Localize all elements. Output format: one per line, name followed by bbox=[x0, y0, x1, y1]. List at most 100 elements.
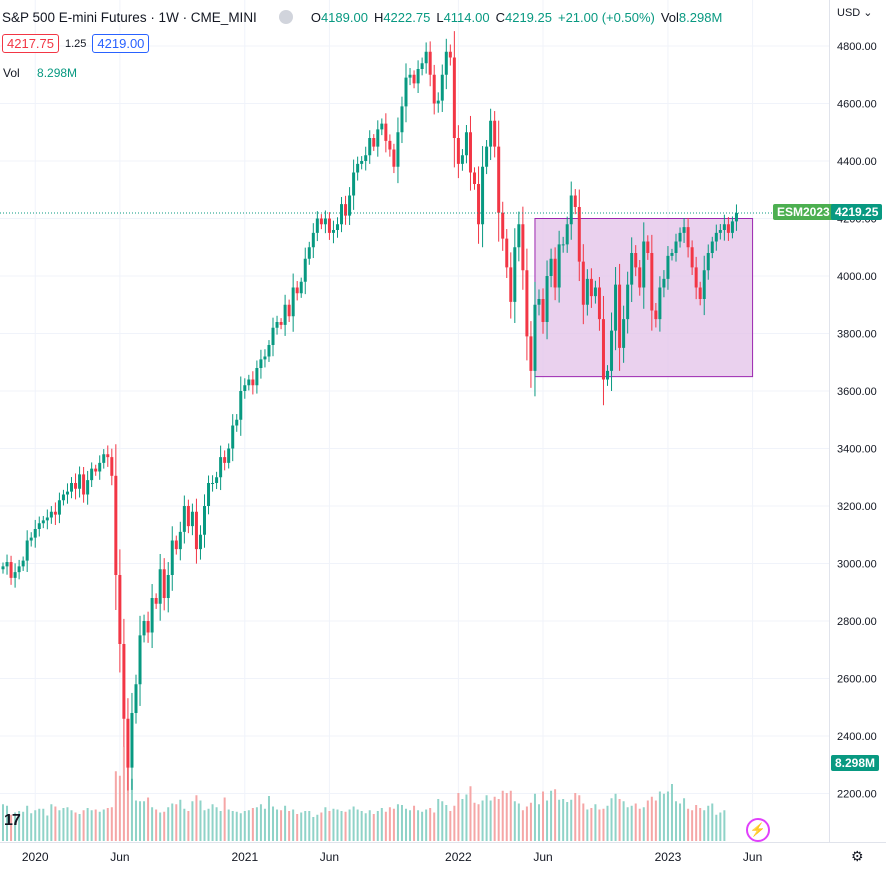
volume-bar bbox=[42, 808, 45, 841]
candle-body bbox=[45, 517, 49, 521]
volume-bar bbox=[550, 790, 553, 841]
volume-bar bbox=[219, 811, 222, 841]
volume-bar bbox=[175, 804, 178, 841]
volume-bar bbox=[22, 811, 25, 841]
volume-bar bbox=[171, 803, 174, 841]
lightning-icon[interactable]: ⚡ bbox=[746, 818, 770, 842]
volume-bar bbox=[300, 812, 303, 841]
volume-bar bbox=[292, 809, 295, 841]
sell-button[interactable]: 4217.75 bbox=[2, 34, 59, 53]
candle-body bbox=[485, 146, 489, 167]
volume-bar bbox=[328, 811, 331, 841]
volume-bar bbox=[272, 806, 275, 841]
candle-body bbox=[86, 480, 90, 495]
gear-icon[interactable]: ⚙ bbox=[851, 848, 864, 864]
volume-bar bbox=[691, 810, 694, 841]
open-label: O bbox=[310, 9, 321, 25]
y-tick-label: 3200.00 bbox=[837, 501, 877, 513]
candle-body bbox=[57, 500, 61, 515]
candle-body bbox=[203, 506, 206, 535]
volume-bar bbox=[304, 811, 307, 841]
volume-bar bbox=[437, 799, 440, 841]
candle-body bbox=[215, 477, 219, 483]
volume-bar bbox=[679, 803, 682, 841]
candle-body bbox=[722, 224, 726, 230]
volume-bar bbox=[284, 805, 287, 841]
candle-body bbox=[432, 74, 436, 104]
tradingview-logo[interactable]: 17 bbox=[4, 812, 21, 829]
close-label: C bbox=[495, 9, 505, 25]
candle-body bbox=[549, 258, 553, 276]
volume-bar bbox=[425, 809, 428, 841]
volume-bar bbox=[247, 810, 250, 841]
buy-button[interactable]: 4219.00 bbox=[92, 34, 150, 53]
candle-body bbox=[106, 454, 110, 458]
volume-bar bbox=[94, 809, 97, 841]
volume-bar bbox=[98, 811, 101, 841]
symbol-title[interactable]: S&P 500 E-mini Futures · 1W · CME_MINI bbox=[2, 9, 257, 25]
currency-selector[interactable]: USD ⌄ bbox=[837, 6, 873, 19]
volume-bar bbox=[453, 805, 456, 841]
volume-bar bbox=[167, 807, 170, 841]
volume-bar bbox=[155, 809, 158, 841]
volume-bar bbox=[74, 812, 77, 841]
volume-bar bbox=[312, 817, 315, 841]
candle-body bbox=[279, 322, 283, 325]
candle-body bbox=[420, 63, 424, 69]
candlesticks bbox=[1, 31, 738, 791]
volume-bar bbox=[570, 799, 573, 841]
volume-bar bbox=[658, 791, 661, 841]
volume-bar bbox=[654, 800, 657, 841]
candle-body bbox=[734, 212, 738, 222]
candle-body bbox=[448, 51, 452, 58]
candle-body bbox=[718, 230, 722, 233]
volume-bar bbox=[646, 800, 649, 841]
y-tick-label: 2400.00 bbox=[837, 731, 877, 743]
x-tick-label: 2020 bbox=[22, 850, 49, 864]
volume-bar bbox=[296, 814, 299, 841]
volume-bar bbox=[118, 775, 121, 841]
volume-tag: 8.298M bbox=[831, 755, 880, 771]
volume-bar bbox=[276, 809, 279, 841]
volume-bar bbox=[30, 813, 33, 841]
volume-legend[interactable]: Vol 8.298M bbox=[3, 66, 77, 80]
volume-bar bbox=[715, 814, 718, 841]
volume-bar bbox=[126, 763, 129, 841]
volume-bar bbox=[147, 797, 150, 841]
candle-body bbox=[440, 74, 444, 101]
candle-body bbox=[477, 184, 481, 225]
volume-bar bbox=[344, 811, 347, 841]
volume-bar bbox=[457, 793, 460, 841]
volume-bar bbox=[703, 810, 706, 841]
volume-bar bbox=[288, 811, 291, 841]
candle-body bbox=[170, 540, 174, 575]
candle-body bbox=[513, 247, 517, 302]
candle-body bbox=[70, 483, 74, 492]
volume-bar bbox=[14, 812, 17, 841]
volume-bar bbox=[102, 809, 105, 841]
volume-bar bbox=[461, 799, 464, 841]
candle-body bbox=[37, 523, 41, 529]
candle-body bbox=[642, 241, 646, 288]
candle-body bbox=[154, 598, 158, 604]
candle-body bbox=[235, 419, 239, 426]
candle-body bbox=[493, 120, 497, 147]
volume-bar bbox=[554, 789, 557, 841]
candle-body bbox=[384, 123, 388, 141]
volume-bar bbox=[211, 804, 214, 841]
volume-bar bbox=[179, 799, 182, 841]
candle-body bbox=[134, 684, 138, 713]
y-tick-label: 3400.00 bbox=[837, 444, 877, 456]
candle-body bbox=[53, 511, 57, 515]
volume-bar bbox=[159, 812, 162, 841]
volume-bar bbox=[683, 798, 686, 841]
volume-bar bbox=[70, 810, 73, 841]
volume-bar bbox=[66, 807, 69, 841]
candle-body bbox=[525, 270, 529, 337]
volume-bar bbox=[578, 795, 581, 841]
candle-body bbox=[13, 572, 17, 578]
volume-bar bbox=[255, 807, 258, 841]
candle-body bbox=[255, 368, 259, 386]
volume-bar bbox=[622, 801, 625, 841]
